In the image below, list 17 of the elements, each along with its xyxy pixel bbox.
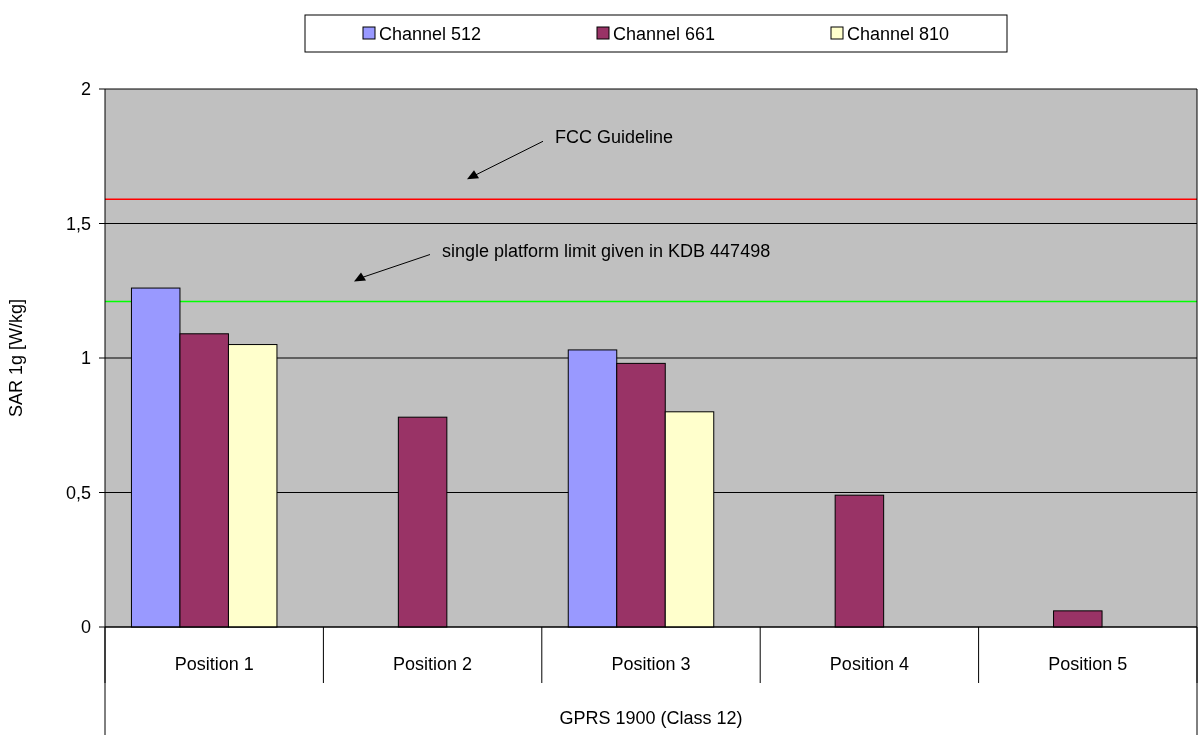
x-tick-label: Position 2 bbox=[393, 654, 473, 674]
y-axis-title: SAR 1g [W/kg] bbox=[6, 298, 26, 418]
y-tick-label: 0,5 bbox=[65, 482, 91, 503]
y-tick-label: 1,5 bbox=[65, 213, 91, 234]
ref-line-label: single platform limit given in KDB 447498 bbox=[442, 240, 771, 261]
legend-label: Channel 512 bbox=[379, 24, 482, 44]
y-tick-label: 1 bbox=[80, 348, 91, 368]
x-tick-label: Position 4 bbox=[829, 654, 909, 674]
x-tick-label: Position 1 bbox=[174, 654, 254, 674]
legend-label: Channel 810 bbox=[847, 24, 950, 44]
ref-line-label: FCC Guideline bbox=[555, 127, 674, 148]
y-tick-label: 0 bbox=[80, 617, 91, 637]
y-tick-label: 2 bbox=[80, 79, 91, 99]
x-tick-label: Position 3 bbox=[611, 654, 691, 674]
x-axis-title: GPRS 1900 (Class 12) bbox=[559, 708, 743, 728]
x-tick-label: Position 5 bbox=[1048, 654, 1128, 674]
legend-label: Channel 661 bbox=[613, 24, 716, 44]
